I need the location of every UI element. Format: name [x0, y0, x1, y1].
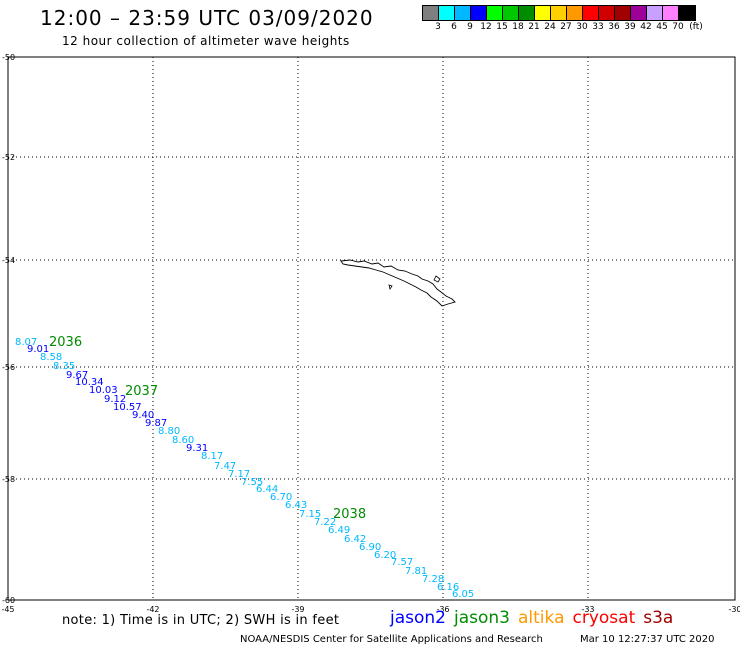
satellite-legend-item: jason3 [454, 608, 510, 628]
latitude-label: -50 [2, 53, 15, 62]
wave-height-label: 7.55 [241, 477, 263, 488]
latitude-label: -60 [2, 596, 15, 605]
color-scale-label: 21 [528, 22, 540, 32]
track-labels: 2036203720388.079.018.588.359.6710.3410.… [15, 335, 474, 600]
wave-height-label: 9.40 [132, 410, 154, 421]
color-scale-label: 36 [608, 22, 620, 32]
wave-height-label: 7.47 [214, 461, 236, 472]
color-scale-label: 27 [560, 22, 572, 32]
wave-height-label: 7.81 [405, 566, 427, 577]
wave-height-label: 8.35 [53, 361, 75, 372]
wave-height-label: 9.01 [27, 344, 49, 355]
longitude-label: -30 [728, 605, 740, 614]
wave-height-label: 6.49 [328, 525, 350, 536]
wave-height-label: 8.17 [201, 451, 223, 462]
latitude-label: -58 [2, 475, 15, 484]
color-scale-label: 6 [451, 22, 457, 32]
color-swatch [519, 6, 535, 20]
wave-height-label: 6.20 [374, 550, 396, 561]
wave-height-label: 6.70 [270, 492, 292, 503]
generated-timestamp: Mar 10 12:27:37 UTC 2020 [580, 634, 715, 645]
color-swatch [615, 6, 631, 20]
color-scale-label: 18 [512, 22, 524, 32]
map-subtitle: 12 hour collection of altimeter wave hei… [62, 34, 350, 48]
color-scale-label: (ft) [689, 22, 703, 32]
color-scale-label: 70 [672, 22, 684, 32]
color-swatch [471, 6, 487, 20]
longitude-label: -42 [146, 605, 159, 614]
color-scale-label: 15 [496, 22, 508, 32]
satellite-legend-item: jason2 [390, 608, 446, 628]
wave-height-label: 8.80 [158, 426, 180, 437]
wave-height-label: 6.90 [359, 542, 381, 553]
color-scale-label: 9 [467, 22, 473, 32]
credit-text: NOAA/NESDIS Center for Satellite Applica… [240, 634, 543, 645]
wave-height-label: 9.12 [104, 394, 126, 405]
longitude-label: -39 [291, 605, 304, 614]
wave-height-label: 8.58 [40, 352, 62, 363]
wave-height-label: 9.67 [66, 370, 88, 381]
color-swatch [503, 6, 519, 20]
color-swatch [647, 6, 663, 20]
wave-height-label: 7.57 [391, 557, 413, 568]
wave-height-label: 10.03 [89, 385, 118, 396]
map-title: 12:00 – 23:59 UTC 03/09/2020 [40, 6, 374, 30]
track-time-label: 2037 [125, 384, 158, 399]
track-time-label: 2036 [49, 335, 82, 350]
color-scale-label: 30 [576, 22, 588, 32]
color-swatch [455, 6, 471, 20]
color-scale-label: 12 [480, 22, 492, 32]
color-swatch [551, 6, 567, 20]
satellite-legend-item: altika [518, 608, 565, 628]
wave-height-label: 7.22 [314, 517, 336, 528]
satellite-legend: jason2 jason3 altika cryosat s3a [390, 608, 681, 628]
color-swatch [599, 6, 615, 20]
color-scale-label: 3 [435, 22, 441, 32]
color-scale-label: 33 [592, 22, 604, 32]
wave-height-label: 6.42 [344, 534, 366, 545]
longitude-label: -45 [1, 605, 14, 614]
latitude-label: -54 [2, 256, 15, 265]
wave-height-label: 6.43 [285, 500, 307, 511]
graticule [8, 57, 735, 600]
wave-height-label: 9.31 [186, 443, 208, 454]
map-note: note: 1) Time is in UTC; 2) SWH is in fe… [62, 613, 340, 628]
wave-height-label: 8.60 [172, 435, 194, 446]
color-scale-label: 45 [656, 22, 668, 32]
color-scale-label: 42 [640, 22, 652, 32]
wave-height-label: 6.44 [256, 484, 278, 495]
color-swatch [679, 6, 695, 20]
satellite-legend-item: s3a [643, 608, 674, 628]
latitude-label: -52 [2, 153, 15, 162]
wave-height-label: 8.07 [15, 337, 37, 348]
longitude-label: -36 [436, 605, 449, 614]
color-swatch [567, 6, 583, 20]
wave-height-label: 7.17 [228, 469, 250, 480]
south-georgia-coastline [340, 259, 456, 307]
wave-height-label: 7.28 [422, 574, 444, 585]
color-swatch [439, 6, 455, 20]
color-swatch [663, 6, 679, 20]
color-scale-label: 39 [624, 22, 636, 32]
wave-height-label: 10.57 [113, 402, 142, 413]
wave-height-label: 10.34 [75, 377, 104, 388]
color-swatch [631, 6, 647, 20]
axis-tick-labels: -50 -52 -54 -56 -58 -60-45 -42 -39 -36 -33 -30 [1, 53, 740, 614]
color-scale-label: 24 [544, 22, 556, 32]
satellite-legend-item: cryosat [572, 608, 636, 628]
color-swatch [535, 6, 551, 20]
color-swatch [583, 6, 599, 20]
longitude-label: -33 [581, 605, 594, 614]
track-time-label: 2038 [333, 507, 366, 522]
color-swatch [487, 6, 503, 20]
wave-height-label: 6.16 [437, 582, 459, 593]
latitude-label: -56 [2, 363, 15, 372]
color-swatch [423, 6, 439, 20]
wave-height-label: 7.15 [299, 509, 321, 520]
map-frame [7, 56, 736, 601]
wave-height-label: 9.87 [145, 418, 167, 429]
wave-height-label: 6.05 [452, 589, 474, 600]
swh-color-scale [422, 5, 696, 21]
